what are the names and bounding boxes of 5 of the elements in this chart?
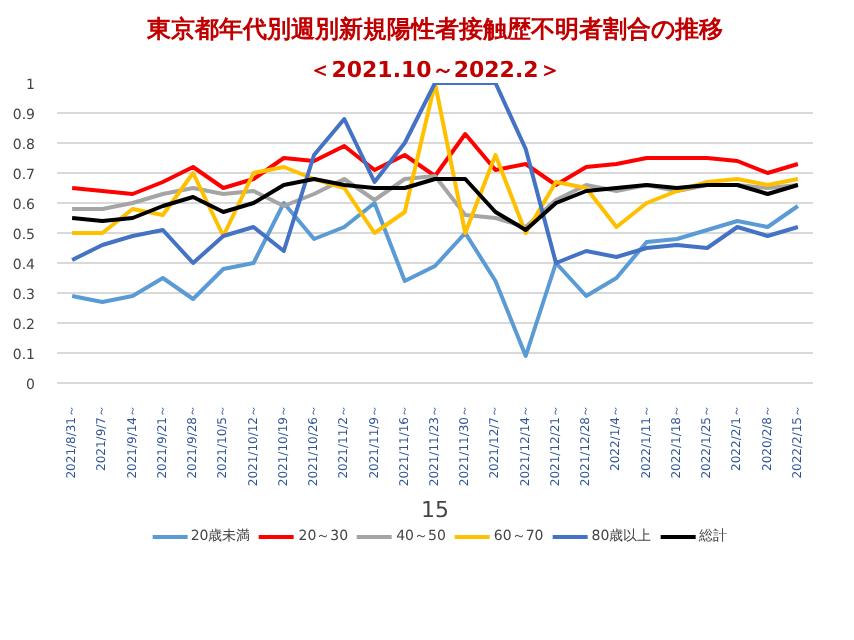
chart-title: 東京都年代別週別新規陽性者接触歴不明者割合の推移 (145, 15, 723, 43)
line-series (70, 201, 800, 358)
text: 15 (421, 497, 449, 523)
line-series (70, 132, 800, 196)
chart-subtitle: ＜2021.10～2022.2＞ (309, 57, 561, 83)
